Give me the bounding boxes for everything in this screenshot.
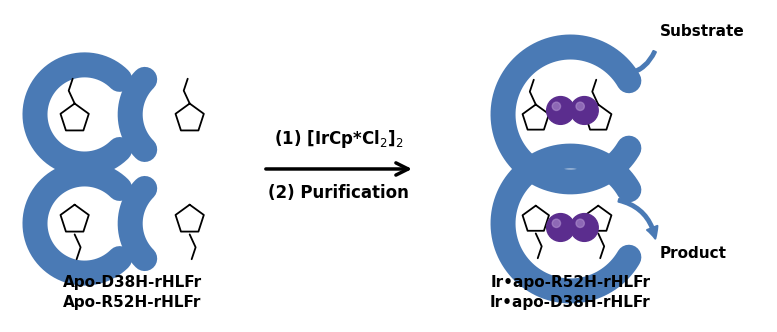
FancyArrowPatch shape [618,199,657,239]
Text: Ir•apo-R52H-rHLFr: Ir•apo-R52H-rHLFr [490,275,650,290]
Circle shape [570,213,598,241]
Text: (1) [IrCp*Cl$_2$]$_2$: (1) [IrCp*Cl$_2$]$_2$ [274,128,403,150]
FancyArrowPatch shape [618,51,656,79]
Circle shape [547,213,574,241]
Text: Ir•apo-D38H-rHLFr: Ir•apo-D38H-rHLFr [490,295,651,310]
Text: Apo-D38H-rHLFr: Apo-D38H-rHLFr [63,275,202,290]
Circle shape [547,97,574,124]
Text: Apo-R52H-rHLFr: Apo-R52H-rHLFr [63,295,201,310]
Circle shape [576,219,584,227]
Text: (2) Purification: (2) Purification [268,184,409,202]
Text: Substrate: Substrate [660,24,744,39]
Circle shape [552,102,560,111]
Circle shape [570,97,598,124]
Text: Product: Product [660,246,726,261]
Circle shape [552,219,560,227]
Circle shape [576,102,584,111]
